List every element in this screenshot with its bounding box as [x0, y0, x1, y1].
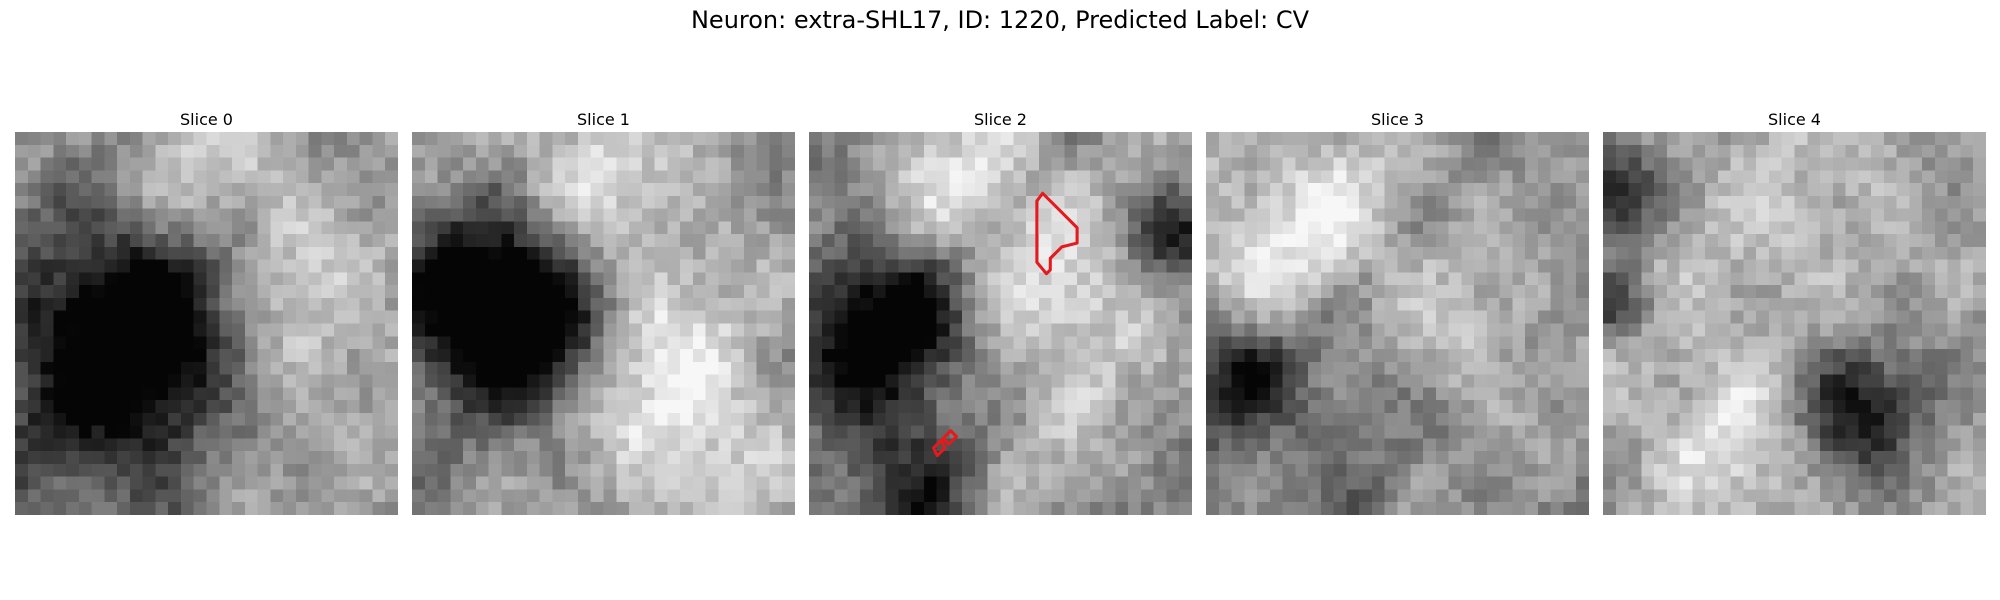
slice-title: Slice 4 [1768, 110, 1821, 129]
microscopy-image [1603, 132, 1986, 515]
segmentation-contour-a [1035, 191, 1079, 276]
slice-panel-2: Slice 2 [809, 110, 1192, 515]
figure-title: Neuron: extra-SHL17, ID: 1220, Predicted… [690, 6, 1310, 34]
segmentation-contour-b [931, 438, 947, 458]
microscopy-image [809, 132, 1192, 515]
segmentation-overlay [931, 191, 1079, 458]
segmentation-contour-c [941, 429, 958, 446]
slice-title: Slice 3 [1371, 110, 1424, 129]
slice-title: Slice 2 [974, 110, 1027, 129]
slice-panel-0: Slice 0 [15, 110, 398, 515]
slice-title: Slice 1 [577, 110, 630, 129]
microscopy-image [15, 132, 398, 515]
slice-title: Slice 0 [180, 110, 233, 129]
slice-panel-1: Slice 1 [412, 110, 795, 515]
slice-panel-4: Slice 4 [1603, 110, 1986, 515]
slice-panel-3: Slice 3 [1206, 110, 1589, 515]
microscopy-image [412, 132, 795, 515]
microscopy-image [1206, 132, 1589, 515]
